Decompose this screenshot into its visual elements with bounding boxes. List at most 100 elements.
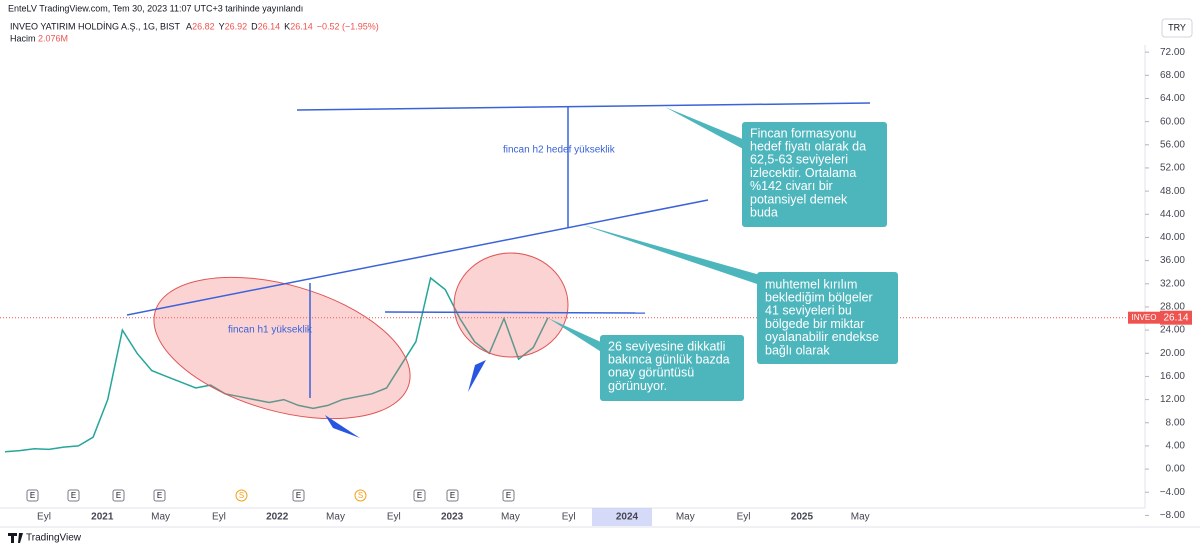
y-tick-label: 60.00 — [1160, 116, 1185, 127]
footer-brand: TradingView — [26, 533, 82, 544]
ohlc-value: 26.92 — [225, 21, 248, 31]
y-tick-label: 0.00 — [1166, 464, 1186, 475]
callout-text: onay görüntüsü — [608, 366, 694, 380]
x-tick-label: May — [501, 512, 520, 523]
svg-text:E: E — [417, 491, 422, 500]
target-line — [296, 102, 871, 111]
x-axis-highlight — [592, 508, 652, 526]
drawings: fincan h2 hedef yükseklik fincan h1 yüks… — [126, 102, 898, 438]
svg-text:E: E — [506, 491, 511, 500]
price-line — [4, 276, 549, 453]
svg-text:S: S — [358, 491, 363, 500]
ohlc-value: 26.14 — [290, 21, 313, 31]
symbol: INVEO YATIRIM HOLDİNG A.Ş., 1G, BIST — [10, 21, 181, 31]
svg-text:E: E — [296, 491, 301, 500]
callout-3-pointer — [548, 318, 603, 353]
volume-label: Hacim — [10, 33, 36, 43]
svg-text:E: E — [450, 491, 455, 500]
y-tick-label: 56.00 — [1160, 139, 1185, 150]
tradingview-logo — [8, 533, 23, 543]
y-tick-label: 28.00 — [1160, 302, 1185, 313]
last-price-box — [1160, 310, 1192, 325]
change: −0.52 (−1.95%) — [317, 21, 379, 31]
y-tick-label: 40.00 — [1160, 232, 1185, 243]
callout-text: bölgede bir miktar — [765, 317, 864, 331]
level-line — [384, 311, 646, 314]
y-tick-label: 72.00 — [1160, 47, 1185, 58]
x-tick-label: Eyl — [562, 512, 576, 523]
ohlc-key: K — [284, 21, 290, 31]
currency-button[interactable] — [1161, 18, 1193, 38]
callout-3-box — [600, 335, 744, 401]
callout-1-box — [742, 122, 887, 227]
callout-text: oyalanabilir endekse — [765, 330, 879, 344]
x-tick-label: Eyl — [387, 512, 401, 523]
callout-text: potansiyel demek — [750, 192, 848, 206]
event-markers: E E E E S E S E E E — [26, 489, 515, 502]
callout-text: görünuyor. — [608, 379, 667, 393]
x-tick-label: 2022 — [266, 512, 289, 523]
arrow-1 — [325, 415, 360, 438]
ohlc-key: D — [251, 21, 258, 31]
y-tick-label: 48.00 — [1160, 186, 1185, 197]
y-tick-label: 52.00 — [1160, 163, 1185, 174]
callout-text: beklediğim bölgeler — [765, 290, 873, 304]
y-tick-label: 24.00 — [1160, 325, 1185, 336]
svg-text:S: S — [239, 491, 244, 500]
x-tick-label: 2023 — [441, 512, 464, 523]
y-tick-label: −4.00 — [1160, 487, 1186, 498]
last-price-label: 26.14 — [1163, 312, 1188, 323]
y-tick-label: 68.00 — [1160, 70, 1185, 81]
cup-ellipse-2 — [453, 252, 569, 358]
callout-text: 41 seviyeleri bu — [765, 304, 852, 318]
last-price-symbol-box — [1128, 311, 1160, 324]
y-tick-label: 16.00 — [1160, 371, 1185, 382]
ohlc-key: Y — [219, 21, 225, 31]
x-tick-label: 2025 — [791, 512, 814, 523]
x-tick-label: 2021 — [91, 512, 114, 523]
h1-label: fincan h1 yükseklik — [228, 325, 313, 336]
callout-text: izlecektir. Ortalama — [750, 166, 856, 180]
y-tick-label: 44.00 — [1160, 209, 1185, 220]
callout-text: %142 civarı bir — [750, 179, 833, 193]
h2-label: fincan h2 hedef yükseklik — [503, 145, 616, 156]
currency[interactable]: TRY — [1168, 22, 1186, 32]
y-tick-label: 20.00 — [1160, 348, 1185, 359]
svg-text:E: E — [71, 491, 76, 500]
rim-line — [126, 199, 709, 316]
callout-text: 26 seviyesine dikkatli — [608, 339, 725, 353]
svg-text:E: E — [116, 491, 121, 500]
callout-1-pointer — [665, 107, 745, 150]
callout-text: muhtemel kırılım — [765, 277, 857, 291]
last-price-symbol: INVEO — [1132, 313, 1157, 322]
x-tick-label: Eyl — [212, 512, 226, 523]
x-tick-label: May — [676, 512, 695, 523]
callout-text: bağlı olarak — [765, 343, 830, 357]
x-tick-label: Eyl — [37, 512, 51, 523]
symbol-header: INVEO YATIRIM HOLDİNG A.Ş., 1G, BIST A 26… — [10, 21, 379, 31]
svg-text:E: E — [157, 491, 162, 500]
callout-text: buda — [750, 205, 778, 219]
callout-text: bakınca günlük bazda — [608, 352, 730, 366]
svg-text:E: E — [30, 491, 35, 500]
y-tick-label: −8.00 — [1160, 510, 1186, 521]
x-tick-label: 2024 — [616, 512, 639, 523]
x-tick-label: May — [151, 512, 170, 523]
x-tick-label: May — [851, 512, 870, 523]
callout-2-pointer — [580, 224, 760, 285]
y-tick-label: 8.00 — [1166, 417, 1186, 428]
y-tick-label: 36.00 — [1160, 255, 1185, 266]
ohlc-value: 26.14 — [258, 21, 281, 31]
x-tick-label: May — [326, 512, 345, 523]
x-tick-label: Eyl — [737, 512, 751, 523]
y-tick-label: 64.00 — [1160, 93, 1185, 104]
plot: 72.00 68.00 64.00 60.00 56.00 52.00 48.00 44.00… — [0, 47, 1192, 523]
y-tick-label: 32.00 — [1160, 278, 1185, 289]
cup-ellipse-1 — [153, 276, 411, 420]
callout-2-box — [757, 272, 898, 364]
callout-text: Fincan formasyonu — [750, 126, 856, 140]
published: EnteLV TradingView.com, Tem 30, 2023 11:… — [8, 3, 303, 13]
y-tick-label: 4.00 — [1166, 441, 1186, 452]
